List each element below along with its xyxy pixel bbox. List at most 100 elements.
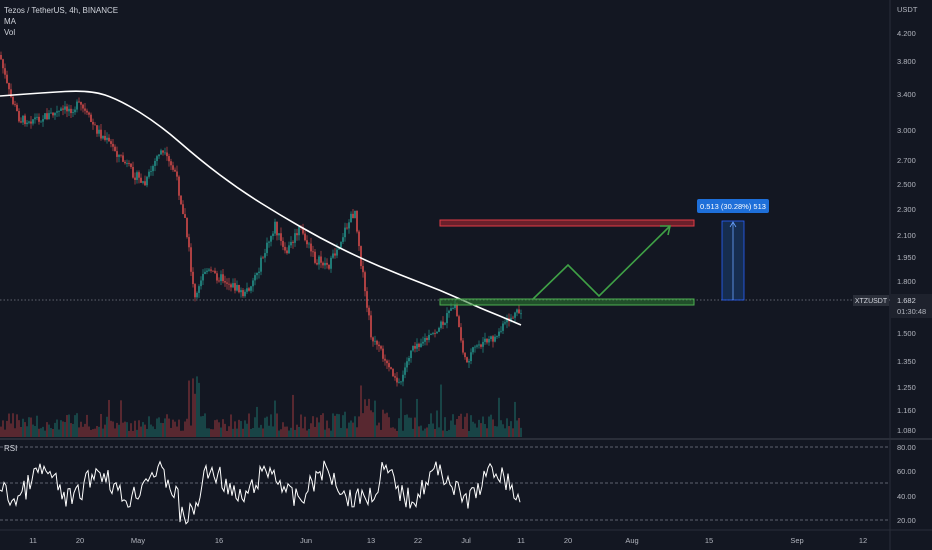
volume-bar — [178, 419, 180, 437]
candle-body — [192, 271, 194, 285]
candle-body — [34, 117, 36, 120]
candle-body — [24, 115, 26, 125]
volume-bar — [286, 426, 288, 437]
candle-body — [464, 352, 466, 358]
candle-body — [26, 122, 28, 125]
time-tick: Jun — [300, 536, 312, 545]
candle-body — [180, 195, 182, 205]
volume-indicator-label[interactable]: Vol — [4, 28, 16, 37]
volume-bar — [520, 427, 522, 437]
candle-body — [4, 68, 6, 75]
volume-bar — [446, 430, 448, 437]
bar-countdown: 01:30:48 — [897, 307, 926, 316]
volume-bar — [346, 428, 348, 437]
support-zone[interactable] — [439, 298, 695, 306]
volume-bar — [416, 398, 418, 437]
volume-bar — [204, 413, 206, 437]
price-axis[interactable]: 4.200 3.800 3.400 3.000 2.700 2.500 2.30… — [897, 29, 916, 435]
candle-body — [332, 253, 334, 258]
volume-bar — [166, 414, 168, 437]
volume-bar — [164, 418, 166, 437]
symbol-badge-bg — [853, 295, 889, 306]
volume-bar — [508, 426, 510, 437]
candle-body — [18, 111, 20, 122]
time-axis[interactable]: 11 20 May 16 Jun 13 22 Jul 11 20 Aug 15 … — [29, 536, 867, 545]
volume-bar — [38, 428, 40, 437]
candle-body — [334, 253, 336, 256]
volume-bar — [192, 378, 194, 437]
volume-bar — [46, 422, 48, 437]
candle-body — [314, 251, 316, 263]
candle-body — [240, 290, 242, 293]
candle-body — [76, 101, 78, 110]
candle-body — [60, 108, 62, 111]
symbol-title[interactable]: Tezos / TetherUS, 4h, BINANCE — [4, 6, 119, 15]
volume-bar — [254, 417, 256, 437]
volume-bar — [172, 419, 174, 437]
volume-bar — [454, 424, 456, 437]
candle-body — [432, 333, 434, 334]
volume-bar — [110, 420, 112, 437]
volume-bar — [502, 424, 504, 437]
volume-bar — [406, 414, 408, 437]
volume-bar — [452, 414, 454, 437]
resistance-zone[interactable] — [439, 219, 695, 227]
candle-body — [216, 273, 218, 281]
volume-bar — [354, 416, 356, 437]
candle-body — [94, 124, 96, 126]
volume-bar — [390, 427, 392, 437]
volume-bar — [20, 426, 22, 437]
volume-bar — [432, 423, 434, 437]
candle-body — [354, 210, 356, 219]
volume-bar — [138, 420, 140, 437]
volume-bar — [70, 423, 72, 437]
candle-body — [162, 150, 164, 153]
candle-body — [510, 317, 512, 322]
candle-body — [418, 343, 420, 348]
candle-body — [402, 374, 404, 382]
volume-bar — [174, 421, 176, 437]
candle-body — [412, 346, 414, 351]
candle-body — [352, 213, 354, 219]
candle-body — [228, 283, 230, 285]
candle-body — [512, 317, 514, 319]
volume-bar — [264, 417, 266, 437]
volume-bar — [214, 420, 216, 437]
candlesticks[interactable] — [0, 51, 522, 387]
candle-body — [394, 376, 396, 378]
volume-bar — [504, 428, 506, 437]
volume-bar — [124, 421, 126, 437]
ma-indicator-label[interactable]: MA — [4, 17, 16, 26]
moving-average-line[interactable] — [0, 90, 522, 326]
volume-bar — [114, 428, 116, 437]
candle-body — [184, 214, 186, 218]
volume-bar — [108, 399, 110, 437]
candle-body — [232, 283, 234, 288]
candle-body — [378, 344, 380, 347]
volume-bar — [372, 412, 374, 437]
candle-body — [406, 361, 408, 368]
volume-bar — [344, 411, 346, 437]
price-tick: 1.800 — [897, 277, 916, 286]
volume-bar — [386, 412, 388, 437]
projection-path[interactable] — [532, 225, 671, 300]
projection-arrowhead — [660, 225, 671, 236]
volume-bar — [304, 416, 306, 437]
rsi-line[interactable] — [0, 460, 521, 525]
rsi-axis[interactable]: 80.00 60.00 40.00 20.00 — [897, 443, 916, 525]
candle-body — [2, 59, 4, 69]
volume-bar — [84, 423, 86, 437]
price-tick: 1.350 — [897, 357, 916, 366]
chart-legend[interactable]: Tezos / TetherUS, 4h, BINANCE MA Vol — [4, 5, 118, 38]
volume-bar — [168, 418, 170, 437]
candle-body — [312, 251, 314, 253]
volume-bar — [134, 420, 136, 437]
candle-body — [302, 227, 304, 234]
volume-bar — [482, 416, 484, 437]
candle-body — [48, 113, 50, 120]
volume-bar — [28, 417, 30, 437]
volume-bar — [362, 413, 364, 437]
candle-body — [326, 262, 328, 265]
volume-bar — [398, 418, 400, 437]
